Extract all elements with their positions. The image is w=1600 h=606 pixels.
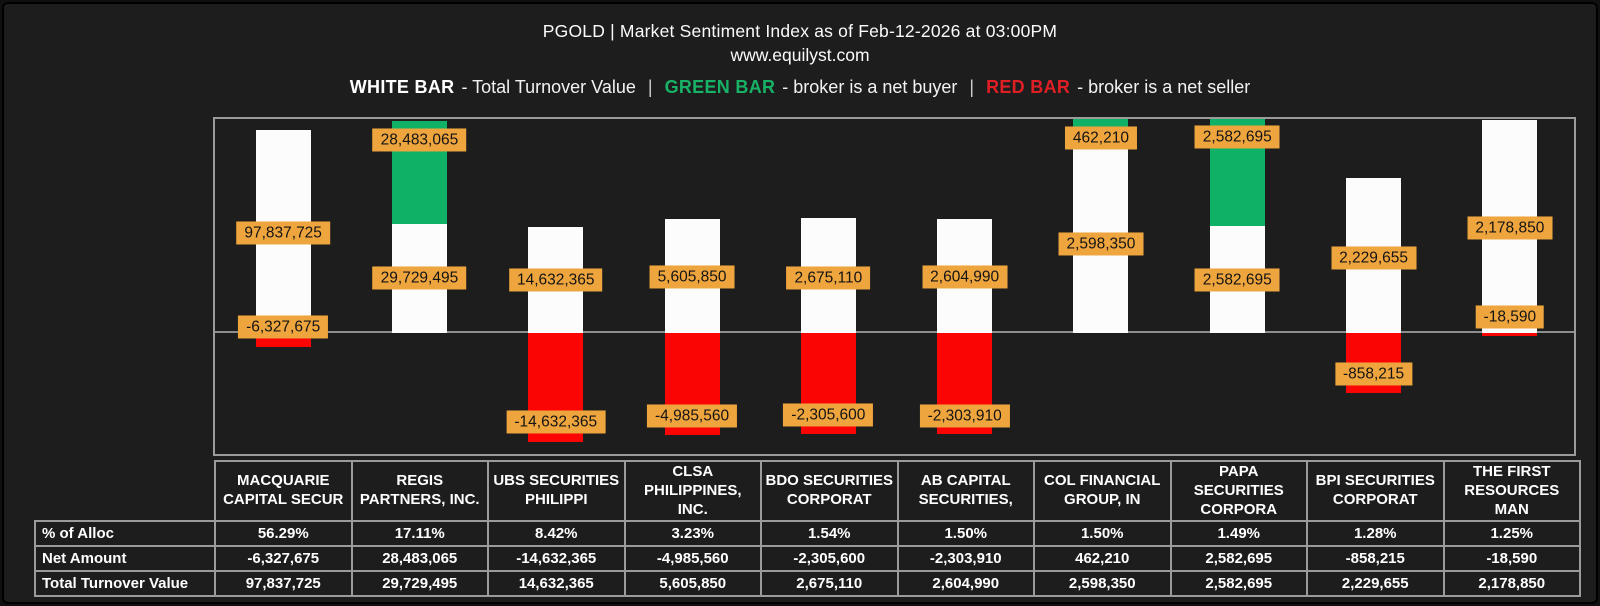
legend-red-bar-label: RED BAR [986,77,1071,97]
zero-baseline [215,331,1574,333]
column-header-broker: BPI SECURITIES CORPORAT [1306,459,1445,523]
chart-plot: 97,837,725 -6,327,675 28,483,065 29,729,495… [213,117,1576,456]
column-header-broker: BDO SECURITIES CORPORAT [760,459,899,523]
row-label: Net Amount [34,545,216,573]
table-cell: -14,632,365 [487,545,626,573]
column-header-broker: UBS SECURITIES PHILIPPI [487,459,626,523]
table-cell: 2,598,350 [1033,570,1172,598]
bar-value-label: -2,303,910 [919,404,1010,428]
column-header-broker: THE FIRST RESOURCES MAN [1442,459,1581,523]
column-header-broker: MACQUARIE CAPITAL SECUR [214,459,353,523]
table-cell: 1.50% [896,520,1035,548]
table-cell: 1.49% [1169,520,1308,548]
bar-value-label: -858,215 [1334,362,1413,386]
bar-value-label: 462,210 [1064,126,1137,150]
bar-segment-green [1073,119,1129,128]
table-cell: 2,675,110 [760,570,899,598]
table-header-row: MACQUARIE CAPITAL SECUR REGIS PARTNERS, I… [35,459,1581,523]
table-cell: -6,327,675 [214,545,353,573]
table-cell: 1.50% [1033,520,1172,548]
column-header-broker: REGIS PARTNERS, INC. [350,459,489,523]
table-cell: -2,303,910 [896,545,1035,573]
table-cell: 2,604,990 [896,570,1035,598]
bar-value-label: 2,229,655 [1331,246,1417,270]
column-header-broker: PAPA SECURITIES CORPORA [1169,459,1308,523]
table-cell: 2,178,850 [1442,570,1581,598]
bar-value-label: 28,483,065 [372,128,467,152]
table-cell: 56.29% [214,520,353,548]
bar-value-label: -6,327,675 [238,315,329,339]
bar-value-label: 2,604,990 [922,265,1008,289]
legend-separator: | [969,77,975,97]
broker-table: MACQUARIE CAPITAL SECUR REGIS PARTNERS, I… [34,459,1581,598]
legend-red-bar-desc: - broker is a net seller [1077,77,1251,97]
bar-value-label: -14,632,365 [506,410,606,434]
bar-value-label: 2,582,695 [1194,268,1280,292]
chart-legend: WHITE BAR - Total Turnover Value | GREEN BA… [4,77,1596,98]
bar-value-label: 97,837,725 [236,221,330,245]
bar-value-label: 5,605,850 [649,265,735,289]
table-cell: -4,985,560 [623,545,762,573]
summary-table: MACQUARIE CAPITAL SECUR REGIS PARTNERS, I… [34,459,1581,598]
table-corner-spacer [35,461,215,521]
bar-value-label: -18,590 [1475,305,1545,329]
legend-white-bar-label: WHITE BAR [349,77,455,97]
row-label: % of Alloc [34,520,216,548]
bar-value-label: 2,675,110 [786,266,871,290]
legend-green-bar-desc: - broker is a net buyer [782,77,958,97]
table-cell: 3.23% [623,520,762,548]
table-cell: 2,229,655 [1306,570,1445,598]
table-cell: 5,605,850 [623,570,762,598]
table-cell: 1.25% [1442,520,1581,548]
bar-value-label: -2,305,600 [783,403,874,427]
table-cell: 1.28% [1306,520,1445,548]
table-row: Total Turnover Value 97,837,725 29,729,495… [34,570,1581,598]
column-header-broker: COL FINANCIAL GROUP, IN [1033,459,1172,523]
bar-value-label: 14,632,365 [508,268,603,292]
table-cell: 462,210 [1033,545,1172,573]
bar-value-label: 2,598,350 [1058,232,1144,256]
table-cell: 1.54% [760,520,899,548]
legend-green-bar-label: GREEN BAR [664,77,776,97]
bar-value-label: 29,729,495 [372,266,467,290]
bar-segment-white [1073,128,1129,333]
table-cell: 8.42% [487,520,626,548]
table-cell: 2,582,695 [1169,570,1308,598]
table-cell: 97,837,725 [214,570,353,598]
table-cell: 17.11% [350,520,489,548]
legend-separator: | [647,77,653,97]
bar-value-label: -4,985,560 [646,404,738,428]
site-url: www.equilyst.com [730,45,870,65]
bar-value-label: 2,178,850 [1467,216,1553,240]
bar-value-label: 2,582,695 [1194,125,1280,149]
bar-segment-red [1482,333,1538,336]
table-cell: -2,305,600 [760,545,899,573]
table-cell: 14,632,365 [487,570,626,598]
table-row: % of Alloc 56.29% 17.11% 8.42% 3.23% 1.54% 1.5… [34,520,1581,548]
table-row: Net Amount -6,327,675 28,483,065 -14,632,36… [34,545,1581,573]
column-header-broker: AB CAPITAL SECURITIES, [896,459,1035,523]
table-cell: -18,590 [1442,545,1581,573]
page-title: PGOLD | Market Sentiment Index as of Feb… [542,21,1058,41]
legend-white-bar-desc: - Total Turnover Value [461,77,636,97]
table-cell: -858,215 [1306,545,1445,573]
column-header-broker: CLSA PHILIPPINES, INC. [623,459,762,523]
table-cell: 28,483,065 [350,545,489,573]
row-label: Total Turnover Value [34,570,216,598]
table-cell: 2,582,695 [1169,545,1308,573]
table-cell: 29,729,495 [350,570,489,598]
